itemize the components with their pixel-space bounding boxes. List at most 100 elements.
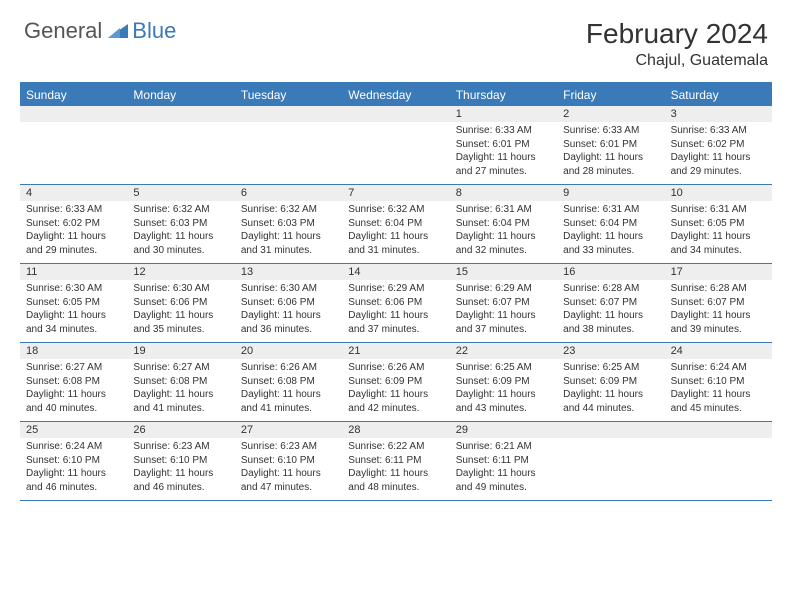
sunrise-line: Sunrise: 6:32 AM <box>133 203 228 217</box>
logo-sail-icon <box>106 22 130 40</box>
daylight-line: Daylight: 11 hours and 31 minutes. <box>348 230 443 257</box>
daylight-line: Daylight: 11 hours and 34 minutes. <box>26 309 121 336</box>
daylight-line: Daylight: 11 hours and 41 minutes. <box>133 388 228 415</box>
day-detail: Sunrise: 6:33 AMSunset: 6:02 PMDaylight:… <box>665 122 772 184</box>
daylight-line: Daylight: 11 hours and 32 minutes. <box>456 230 551 257</box>
day-header: Saturday <box>665 84 772 106</box>
sunset-line: Sunset: 6:10 PM <box>671 375 766 389</box>
day-header: Tuesday <box>235 84 342 106</box>
daylight-line: Daylight: 11 hours and 43 minutes. <box>456 388 551 415</box>
day-detail: Sunrise: 6:29 AMSunset: 6:07 PMDaylight:… <box>450 280 557 342</box>
logo-text-general: General <box>24 18 102 44</box>
sunrise-line: Sunrise: 6:33 AM <box>26 203 121 217</box>
date-number <box>342 106 449 122</box>
sunrise-line: Sunrise: 6:23 AM <box>241 440 336 454</box>
day-detail: Sunrise: 6:30 AMSunset: 6:06 PMDaylight:… <box>235 280 342 342</box>
sunrise-line: Sunrise: 6:33 AM <box>563 124 658 138</box>
date-number: 25 <box>20 422 127 438</box>
day-detail: Sunrise: 6:33 AMSunset: 6:02 PMDaylight:… <box>20 201 127 263</box>
week-row: 45678910Sunrise: 6:33 AMSunset: 6:02 PMD… <box>20 185 772 264</box>
week-row: 123Sunrise: 6:33 AMSunset: 6:01 PMDaylig… <box>20 106 772 185</box>
day-detail: Sunrise: 6:27 AMSunset: 6:08 PMDaylight:… <box>127 359 234 421</box>
date-number: 15 <box>450 264 557 280</box>
date-number: 2 <box>557 106 664 122</box>
sunrise-line: Sunrise: 6:26 AM <box>241 361 336 375</box>
sunset-line: Sunset: 6:01 PM <box>563 138 658 152</box>
date-number: 8 <box>450 185 557 201</box>
sunset-line: Sunset: 6:09 PM <box>348 375 443 389</box>
day-detail: Sunrise: 6:28 AMSunset: 6:07 PMDaylight:… <box>665 280 772 342</box>
day-detail: Sunrise: 6:26 AMSunset: 6:08 PMDaylight:… <box>235 359 342 421</box>
daylight-line: Daylight: 11 hours and 37 minutes. <box>456 309 551 336</box>
daylight-line: Daylight: 11 hours and 44 minutes. <box>563 388 658 415</box>
date-number: 12 <box>127 264 234 280</box>
daylight-line: Daylight: 11 hours and 41 minutes. <box>241 388 336 415</box>
sunset-line: Sunset: 6:05 PM <box>26 296 121 310</box>
sunrise-line: Sunrise: 6:22 AM <box>348 440 443 454</box>
day-detail: Sunrise: 6:21 AMSunset: 6:11 PMDaylight:… <box>450 438 557 500</box>
sunset-line: Sunset: 6:10 PM <box>133 454 228 468</box>
date-number: 3 <box>665 106 772 122</box>
day-detail: Sunrise: 6:23 AMSunset: 6:10 PMDaylight:… <box>235 438 342 500</box>
daylight-line: Daylight: 11 hours and 30 minutes. <box>133 230 228 257</box>
sunrise-line: Sunrise: 6:30 AM <box>26 282 121 296</box>
sunrise-line: Sunrise: 6:25 AM <box>563 361 658 375</box>
sunset-line: Sunset: 6:06 PM <box>348 296 443 310</box>
sunset-line: Sunset: 6:07 PM <box>563 296 658 310</box>
date-number: 27 <box>235 422 342 438</box>
daylight-line: Daylight: 11 hours and 48 minutes. <box>348 467 443 494</box>
daylight-line: Daylight: 11 hours and 39 minutes. <box>671 309 766 336</box>
day-detail <box>342 122 449 184</box>
date-number <box>665 422 772 438</box>
day-header: Sunday <box>20 84 127 106</box>
sunrise-line: Sunrise: 6:31 AM <box>456 203 551 217</box>
day-detail: Sunrise: 6:25 AMSunset: 6:09 PMDaylight:… <box>557 359 664 421</box>
day-detail: Sunrise: 6:33 AMSunset: 6:01 PMDaylight:… <box>557 122 664 184</box>
date-number: 24 <box>665 343 772 359</box>
title-block: February 2024 Chajul, Guatemala <box>586 18 768 70</box>
daylight-line: Daylight: 11 hours and 37 minutes. <box>348 309 443 336</box>
date-number: 20 <box>235 343 342 359</box>
sunset-line: Sunset: 6:10 PM <box>241 454 336 468</box>
day-detail: Sunrise: 6:24 AMSunset: 6:10 PMDaylight:… <box>20 438 127 500</box>
date-number <box>235 106 342 122</box>
day-detail: Sunrise: 6:26 AMSunset: 6:09 PMDaylight:… <box>342 359 449 421</box>
daylight-line: Daylight: 11 hours and 35 minutes. <box>133 309 228 336</box>
date-number: 4 <box>20 185 127 201</box>
daylight-line: Daylight: 11 hours and 28 minutes. <box>563 151 658 178</box>
day-header: Wednesday <box>342 84 449 106</box>
sunset-line: Sunset: 6:06 PM <box>241 296 336 310</box>
day-detail: Sunrise: 6:30 AMSunset: 6:05 PMDaylight:… <box>20 280 127 342</box>
date-number: 21 <box>342 343 449 359</box>
day-header-row: SundayMondayTuesdayWednesdayThursdayFrid… <box>20 84 772 106</box>
daylight-line: Daylight: 11 hours and 46 minutes. <box>26 467 121 494</box>
date-number: 11 <box>20 264 127 280</box>
location-label: Chajul, Guatemala <box>586 52 768 70</box>
date-number: 14 <box>342 264 449 280</box>
sunrise-line: Sunrise: 6:24 AM <box>671 361 766 375</box>
daylight-line: Daylight: 11 hours and 46 minutes. <box>133 467 228 494</box>
day-detail <box>665 438 772 500</box>
week-row: 2526272829Sunrise: 6:24 AMSunset: 6:10 P… <box>20 422 772 501</box>
day-detail <box>557 438 664 500</box>
day-detail: Sunrise: 6:32 AMSunset: 6:04 PMDaylight:… <box>342 201 449 263</box>
daylight-line: Daylight: 11 hours and 31 minutes. <box>241 230 336 257</box>
sunset-line: Sunset: 6:11 PM <box>456 454 551 468</box>
sunrise-line: Sunrise: 6:33 AM <box>671 124 766 138</box>
sunset-line: Sunset: 6:07 PM <box>456 296 551 310</box>
sunrise-line: Sunrise: 6:27 AM <box>26 361 121 375</box>
sunset-line: Sunset: 6:04 PM <box>563 217 658 231</box>
day-detail: Sunrise: 6:33 AMSunset: 6:01 PMDaylight:… <box>450 122 557 184</box>
day-detail: Sunrise: 6:29 AMSunset: 6:06 PMDaylight:… <box>342 280 449 342</box>
sunrise-line: Sunrise: 6:23 AM <box>133 440 228 454</box>
date-number: 9 <box>557 185 664 201</box>
sunset-line: Sunset: 6:09 PM <box>563 375 658 389</box>
date-number: 26 <box>127 422 234 438</box>
day-detail: Sunrise: 6:32 AMSunset: 6:03 PMDaylight:… <box>235 201 342 263</box>
date-number: 18 <box>20 343 127 359</box>
sunrise-line: Sunrise: 6:28 AM <box>671 282 766 296</box>
sunrise-line: Sunrise: 6:33 AM <box>456 124 551 138</box>
day-header: Friday <box>557 84 664 106</box>
daylight-line: Daylight: 11 hours and 38 minutes. <box>563 309 658 336</box>
day-detail: Sunrise: 6:31 AMSunset: 6:04 PMDaylight:… <box>557 201 664 263</box>
